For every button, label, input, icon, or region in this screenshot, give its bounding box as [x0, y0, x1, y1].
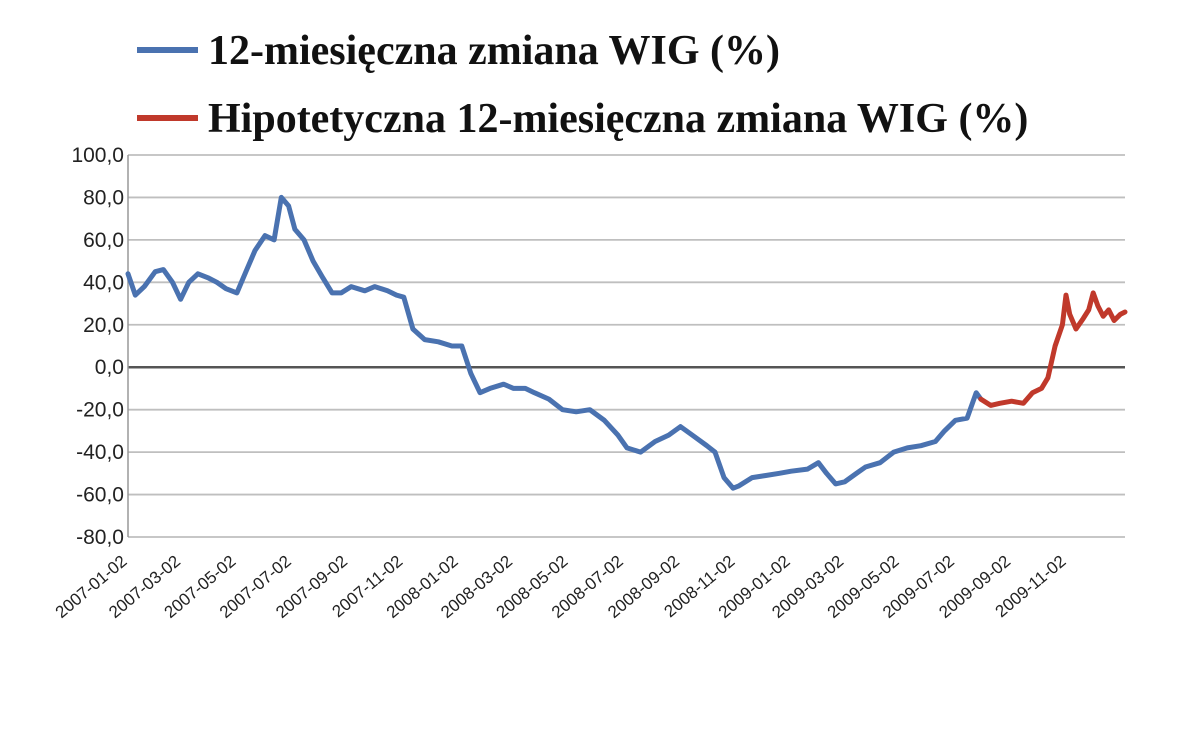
series-line-hypothetical	[978, 290, 1128, 408]
y-tick-label: -60,0	[76, 484, 124, 507]
gridlines	[128, 154, 1125, 538]
legend: 12-miesięczna zmiana WIG (%) Hipotetyczn…	[137, 28, 1028, 142]
y-tick-label: -20,0	[76, 399, 124, 422]
series-line-observed	[125, 194, 984, 491]
y-tick-label: 20,0	[83, 314, 124, 337]
series-layer	[125, 194, 1128, 491]
legend-entry-hypothetical: Hipotetyczna 12-miesięczna zmiana WIG (%…	[137, 96, 1028, 142]
legend-label-hypothetical: Hipotetyczna 12-miesięczna zmiana WIG (%…	[208, 96, 1028, 142]
y-tick-label: 60,0	[83, 229, 124, 252]
y-tick-label: -80,0	[76, 526, 124, 549]
y-tick-label: 80,0	[83, 186, 124, 209]
y-tick-label: -40,0	[76, 441, 124, 464]
y-tick-label: 0,0	[95, 356, 124, 379]
y-axis: 100,0 80,0 60,0 40,0 20,0 0,0 -20,0 -40,0 -60,0 -…	[71, 144, 129, 549]
x-axis: 2007-01-022007-03-022007-05-022007-07-02…	[52, 552, 1070, 622]
y-tick-label: 100,0	[71, 144, 124, 167]
legend-label-observed: 12-miesięczna zmiana WIG (%)	[208, 28, 780, 74]
y-tick-label: 40,0	[83, 271, 124, 294]
legend-entry-observed: 12-miesięczna zmiana WIG (%)	[137, 28, 780, 74]
